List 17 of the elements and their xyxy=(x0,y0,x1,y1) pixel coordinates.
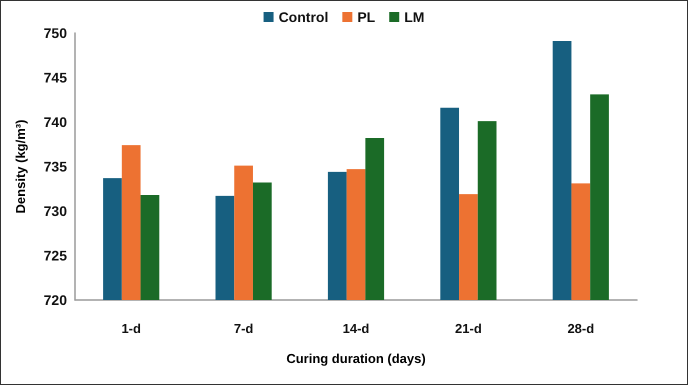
y-tick-label: 735 xyxy=(44,158,68,174)
y-tick-label: 745 xyxy=(44,70,68,86)
x-tick-label: 1-d xyxy=(121,321,142,336)
y-tick-label: 750 xyxy=(44,25,68,41)
y-tick-label: 725 xyxy=(44,248,68,264)
legend-label: LM xyxy=(404,9,424,25)
x-tick-label: 28-d xyxy=(567,321,594,336)
x-tick-label: 7-d xyxy=(234,321,254,336)
y-tick-label: 720 xyxy=(44,292,68,308)
x-tick-label: 14-d xyxy=(342,321,370,336)
legend-label: PL xyxy=(357,9,376,25)
x-axis-title: Curing duration (days) xyxy=(286,351,426,366)
y-axis-title: Density (kg/m³) xyxy=(13,120,28,214)
y-tick-label: 730 xyxy=(44,203,68,219)
y-tick-label: 740 xyxy=(44,114,68,130)
legend-label: Control xyxy=(278,9,328,25)
x-tick-label: 21-d xyxy=(455,321,482,336)
